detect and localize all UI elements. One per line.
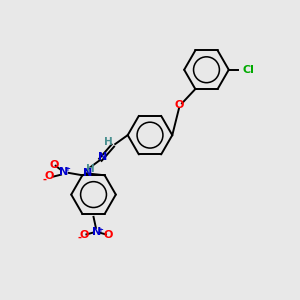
Text: -: - bbox=[43, 174, 47, 184]
Text: N: N bbox=[59, 167, 69, 177]
Text: N: N bbox=[83, 168, 92, 178]
Text: O: O bbox=[45, 172, 54, 182]
Text: O: O bbox=[49, 160, 58, 170]
Text: H: H bbox=[86, 164, 94, 174]
Text: -: - bbox=[77, 233, 81, 243]
Text: O: O bbox=[79, 230, 89, 240]
Text: N: N bbox=[98, 152, 107, 162]
Text: O: O bbox=[104, 230, 113, 240]
Text: +: + bbox=[64, 166, 70, 172]
Text: Cl: Cl bbox=[243, 65, 255, 75]
Text: N: N bbox=[92, 227, 101, 237]
Text: +: + bbox=[97, 227, 103, 233]
Text: H: H bbox=[104, 137, 113, 147]
Text: O: O bbox=[174, 100, 184, 110]
